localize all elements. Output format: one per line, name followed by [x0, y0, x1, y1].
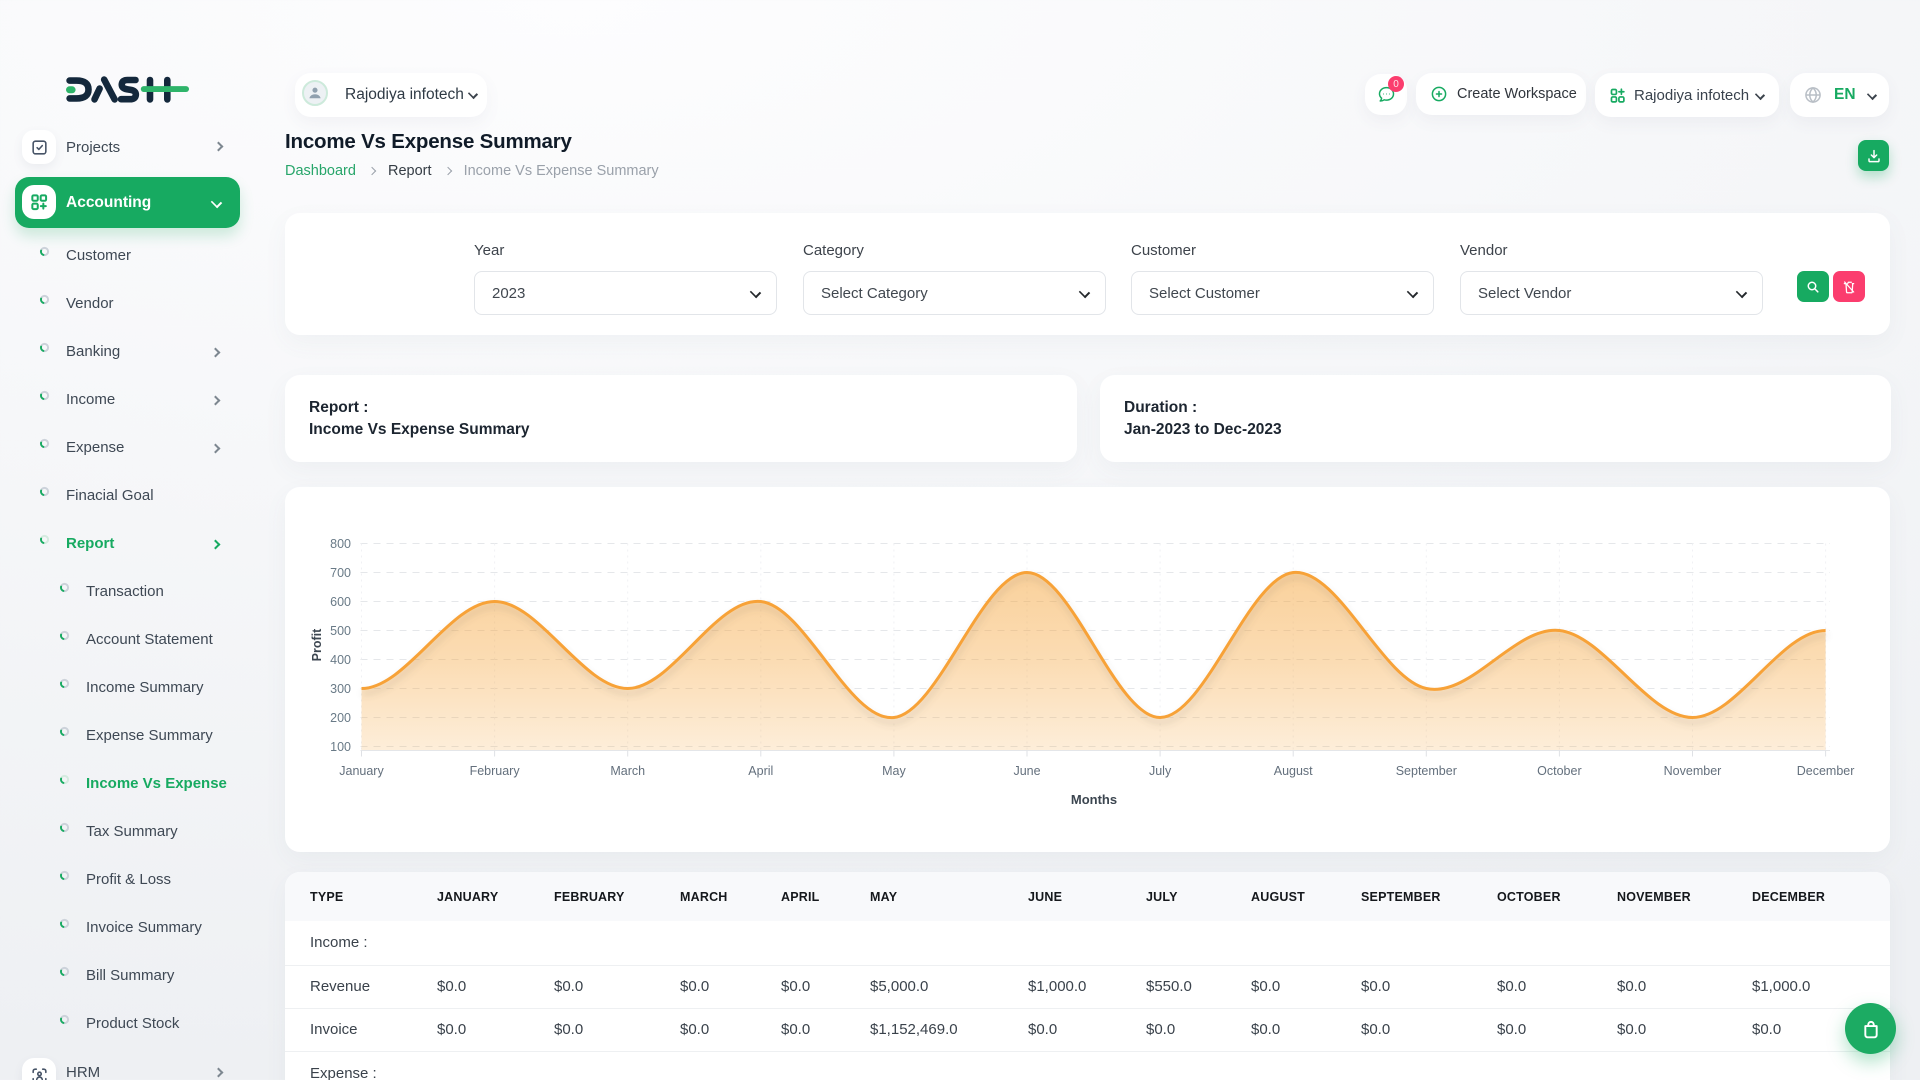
svg-text:September: September: [1396, 764, 1457, 778]
svg-text:April: April: [748, 764, 773, 778]
svg-text:December: December: [1797, 764, 1855, 778]
svg-text:600: 600: [330, 595, 351, 609]
svg-text:200: 200: [330, 711, 351, 725]
svg-text:700: 700: [330, 566, 351, 580]
svg-text:November: November: [1664, 764, 1722, 778]
svg-text:500: 500: [330, 624, 351, 638]
svg-text:Months: Months: [1071, 792, 1117, 807]
svg-text:June: June: [1013, 764, 1040, 778]
svg-text:March: March: [610, 764, 645, 778]
svg-text:800: 800: [330, 537, 351, 551]
svg-text:300: 300: [330, 682, 351, 696]
svg-text:Profit: Profit: [310, 628, 324, 661]
svg-text:May: May: [882, 764, 906, 778]
svg-text:July: July: [1149, 764, 1172, 778]
svg-text:January: January: [339, 764, 384, 778]
svg-text:100: 100: [330, 740, 351, 754]
svg-text:October: October: [1537, 764, 1581, 778]
svg-text:August: August: [1274, 764, 1313, 778]
svg-text:February: February: [470, 764, 521, 778]
svg-text:400: 400: [330, 653, 351, 667]
